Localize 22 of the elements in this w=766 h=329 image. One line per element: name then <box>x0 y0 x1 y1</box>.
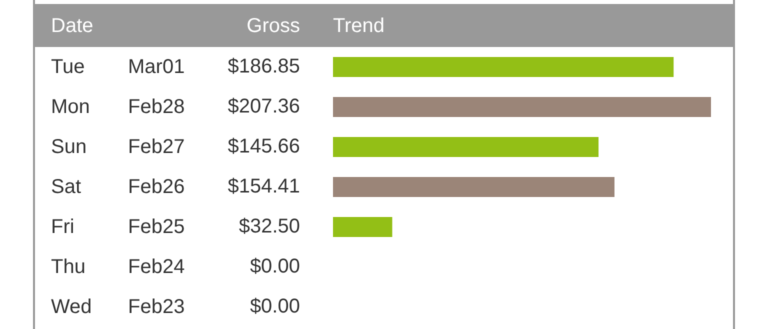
data-label: $0.00 <box>250 256 300 278</box>
bar <box>333 57 674 77</box>
text: Date <box>51 14 94 38</box>
bar <box>333 217 392 237</box>
data-label: $154.41 <box>228 176 300 198</box>
y-tick-label: Tue Mar01 <box>51 55 185 79</box>
y-tick-label: Sat Feb26 <box>51 175 185 199</box>
y-tick-label: Thu Feb24 <box>51 255 185 279</box>
data-label: $32.50 <box>238 216 300 238</box>
y-tick-label: Mon Feb28 <box>51 95 185 119</box>
bar <box>333 137 599 157</box>
bar <box>333 177 614 197</box>
data-label: $0.00 <box>250 296 300 318</box>
data-label: $207.36 <box>228 96 300 118</box>
data-label: $186.85 <box>228 56 300 78</box>
y-tick-label: Sun Feb27 <box>51 135 185 159</box>
y-tick-label: Fri Feb25 <box>51 215 185 239</box>
bar <box>333 97 711 117</box>
text: Gross <box>246 14 300 38</box>
y-tick-label: Wed Feb23 <box>51 295 185 319</box>
text: Trend <box>333 14 385 38</box>
data-label: $145.66 <box>228 136 300 158</box>
